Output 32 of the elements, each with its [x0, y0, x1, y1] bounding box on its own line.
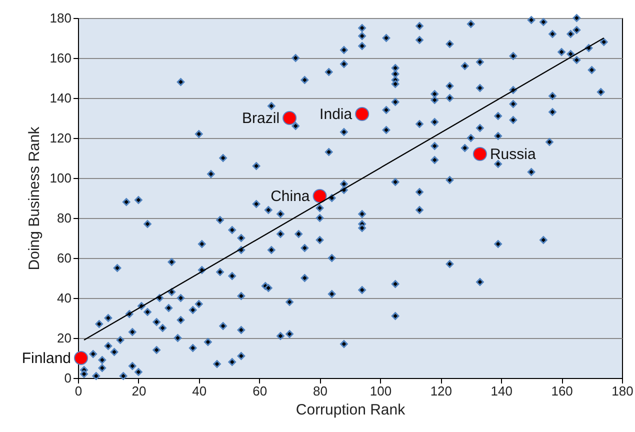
y-tick-label: 140 [50, 90, 72, 106]
annotation: Finland [22, 350, 72, 367]
annotation: Brazil [242, 110, 280, 127]
annotation: Russia [490, 146, 536, 163]
point [282, 110, 297, 126]
annotation: China [270, 188, 310, 205]
y-tick-label: 80 [57, 210, 72, 226]
x-tick-label: 120 [430, 384, 452, 398]
y-axis-title: Doing Business Rank [26, 126, 43, 270]
x-tick-label: 60 [252, 384, 268, 398]
y-tick-label: 40 [57, 290, 72, 306]
y-tick-label: 20 [57, 330, 72, 346]
annotation: India [320, 106, 353, 123]
x-tick-label: 0 [74, 384, 82, 398]
y-tick-label: 0 [64, 370, 72, 386]
y-tick-label: 60 [57, 250, 72, 266]
x-tick-label: 80 [313, 384, 328, 398]
y-tick-label: 120 [50, 130, 72, 146]
x-tick-label: 20 [132, 384, 146, 398]
x-tick-label: 160 [551, 384, 573, 398]
y-tick-label: 160 [50, 50, 72, 66]
x-tick-label: 40 [192, 384, 207, 398]
point [74, 350, 88, 366]
y-tick-label: 180 [50, 10, 72, 26]
x-tick-label: 140 [490, 384, 512, 398]
point [355, 106, 370, 122]
x-axis-title: Corruption Rank [296, 402, 406, 418]
point [472, 146, 487, 162]
x-tick-label: 180 [612, 384, 634, 398]
x-tick-label: 100 [370, 384, 392, 398]
point [312, 188, 327, 204]
y-tick-label: 100 [50, 170, 72, 186]
